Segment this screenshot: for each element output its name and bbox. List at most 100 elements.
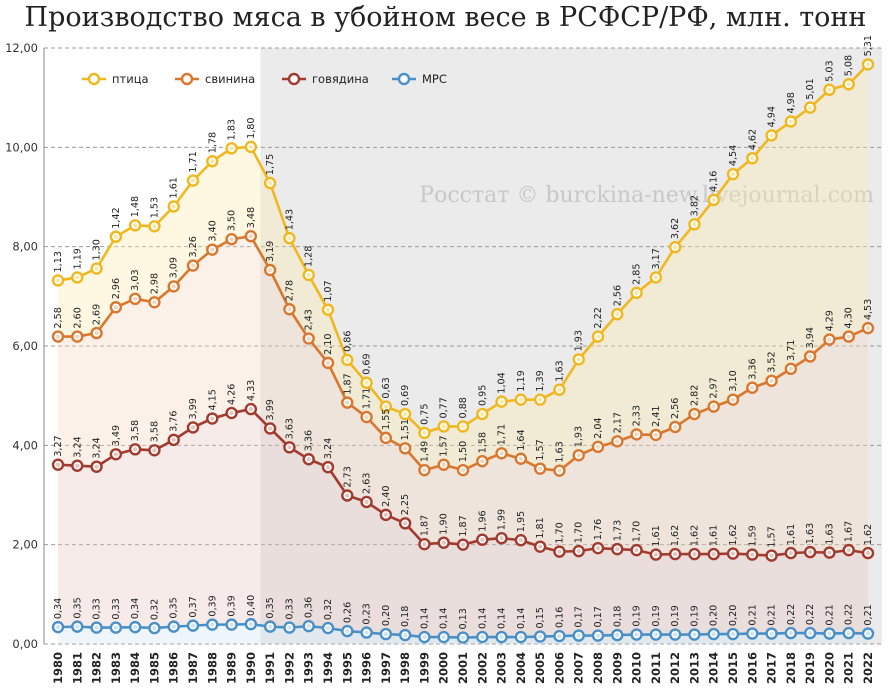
data-label: 1,28 bbox=[304, 246, 315, 267]
data-point-inner bbox=[499, 536, 504, 541]
data-point-inner bbox=[306, 623, 311, 629]
data-label: 2,69 bbox=[92, 304, 103, 325]
data-point-inner bbox=[422, 467, 427, 473]
data-label: 3,36 bbox=[747, 358, 758, 379]
data-label: 3,24 bbox=[72, 436, 83, 457]
data-point-inner bbox=[499, 399, 504, 404]
data-point-inner bbox=[152, 224, 157, 229]
data-label: 5,01 bbox=[805, 78, 816, 99]
data-label: 1,19 bbox=[516, 370, 527, 391]
data-point-inner bbox=[113, 305, 119, 310]
data-point-inner bbox=[576, 357, 581, 362]
x-tick-label: 1988 bbox=[205, 652, 219, 684]
data-label: 1,61 bbox=[709, 525, 720, 546]
data-label: 0,18 bbox=[612, 606, 623, 627]
data-point-inner bbox=[287, 445, 292, 450]
data-point-inner bbox=[248, 621, 254, 627]
data-label: 0,22 bbox=[805, 604, 816, 625]
data-label: 1,59 bbox=[747, 525, 758, 546]
data-point-inner bbox=[480, 459, 485, 464]
data-label: 3,27 bbox=[53, 435, 64, 456]
data-point-inner bbox=[865, 631, 871, 636]
data-point-inner bbox=[672, 632, 678, 637]
data-point-inner bbox=[248, 144, 254, 150]
data-point-inner bbox=[402, 632, 408, 638]
data-label: 0,22 bbox=[844, 604, 855, 625]
data-point-inner bbox=[827, 631, 832, 636]
data-point-inner bbox=[576, 453, 581, 458]
data-point-inner bbox=[499, 634, 504, 640]
data-point-inner bbox=[75, 334, 80, 339]
data-point-inner bbox=[750, 156, 755, 161]
data-label: 1,87 bbox=[458, 515, 469, 536]
x-tick-label: 2015 bbox=[726, 652, 740, 684]
data-point-inner bbox=[518, 456, 524, 461]
data-label: 1,42 bbox=[111, 207, 122, 228]
data-point-inner bbox=[672, 424, 678, 430]
data-point-inner bbox=[210, 622, 215, 627]
data-point-inner bbox=[827, 550, 832, 555]
data-point-inner bbox=[576, 633, 581, 638]
x-tick-label: 1989 bbox=[225, 652, 239, 684]
data-label: 3,76 bbox=[169, 410, 180, 431]
x-tick-label: 1998 bbox=[398, 652, 412, 684]
data-label: 0,77 bbox=[439, 397, 450, 418]
data-label: 1,57 bbox=[535, 439, 546, 460]
data-label: 3,62 bbox=[670, 218, 681, 239]
data-label: 1,63 bbox=[824, 523, 835, 544]
x-tick-label: 1992 bbox=[282, 652, 296, 684]
data-label: 0,35 bbox=[72, 597, 83, 618]
data-label: 1,19 bbox=[72, 248, 83, 269]
legend-marker bbox=[180, 72, 194, 86]
data-label: 2,33 bbox=[632, 405, 643, 426]
data-label: 1,93 bbox=[574, 426, 585, 447]
data-point-inner bbox=[730, 551, 736, 556]
series-band bbox=[58, 409, 868, 638]
x-tick-label: 1996 bbox=[360, 652, 374, 684]
data-point-inner bbox=[672, 551, 678, 557]
data-label: 4,16 bbox=[709, 171, 720, 192]
data-point-inner bbox=[634, 547, 639, 553]
data-label: 3,71 bbox=[786, 339, 797, 360]
data-label: 5,08 bbox=[844, 55, 855, 76]
data-label: 2,97 bbox=[709, 377, 720, 398]
data-label: 0,34 bbox=[130, 598, 141, 619]
x-tick-label: 1983 bbox=[109, 652, 123, 684]
data-label: 1,55 bbox=[381, 409, 392, 430]
legend-label: птица bbox=[112, 72, 149, 86]
data-label: 0,34 bbox=[53, 598, 64, 619]
data-label: 2,73 bbox=[342, 466, 353, 487]
data-point-inner bbox=[325, 360, 331, 366]
data-point-inner bbox=[248, 406, 254, 412]
data-point-inner bbox=[345, 357, 350, 363]
data-label: 1,93 bbox=[574, 330, 585, 351]
data-label: 1,70 bbox=[632, 521, 643, 542]
x-tick-label: 1986 bbox=[167, 652, 181, 684]
data-point-inner bbox=[460, 424, 466, 429]
data-label: 2,96 bbox=[111, 278, 122, 299]
x-tick-label: 1987 bbox=[186, 652, 200, 684]
x-tick-label: 2003 bbox=[495, 652, 509, 684]
data-point-inner bbox=[692, 222, 697, 227]
data-label: 3,99 bbox=[265, 399, 276, 420]
data-label: 1,70 bbox=[554, 522, 565, 543]
data-point-inner bbox=[634, 290, 639, 296]
data-point-inner bbox=[730, 171, 736, 177]
data-point-inner bbox=[422, 541, 427, 547]
data-label: 1,39 bbox=[535, 370, 546, 391]
data-point-inner bbox=[865, 550, 871, 556]
data-label: 0,14 bbox=[516, 608, 527, 629]
data-point-inner bbox=[267, 267, 273, 273]
x-tick-label: 2016 bbox=[745, 652, 759, 684]
data-point-inner bbox=[537, 634, 543, 639]
data-label: 0,32 bbox=[323, 599, 334, 620]
data-label: 2,78 bbox=[284, 280, 295, 301]
data-point-inner bbox=[402, 521, 408, 526]
data-label: 3,94 bbox=[805, 327, 816, 348]
data-label: 0,33 bbox=[284, 598, 295, 619]
data-label: 0,69 bbox=[400, 385, 411, 406]
y-tick-label: 4,00 bbox=[12, 438, 38, 452]
data-point-inner bbox=[518, 634, 524, 640]
data-point-inner bbox=[460, 635, 466, 640]
